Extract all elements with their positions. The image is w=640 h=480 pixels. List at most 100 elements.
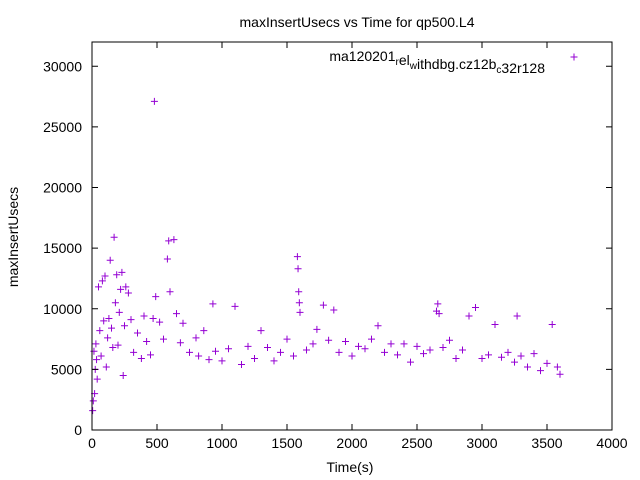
data-point — [548, 321, 556, 329]
data-point — [89, 407, 97, 415]
data-point — [439, 344, 447, 352]
x-tick-label: 4000 — [596, 435, 627, 451]
x-axis-label: Time(s) — [327, 459, 374, 475]
x-tick-label: 500 — [145, 435, 169, 451]
data-point — [115, 308, 123, 316]
data-point — [192, 334, 200, 342]
data-point — [121, 322, 128, 330]
data-point — [348, 352, 356, 360]
data-point — [400, 340, 408, 348]
data-point — [556, 370, 564, 378]
axes: 0 500 1000 1500 2000 2500 3000 3500 4000 0 5000 100… — [43, 41, 628, 451]
data-point — [149, 314, 157, 322]
data-point — [452, 354, 460, 362]
data-point — [97, 352, 105, 360]
data-point — [498, 353, 505, 361]
data-point — [100, 317, 108, 325]
data-point — [465, 312, 473, 320]
data-point — [407, 358, 414, 366]
data-point — [238, 361, 245, 369]
data-point — [313, 325, 321, 333]
data-point — [277, 348, 284, 356]
data-point — [446, 336, 453, 344]
data-point — [413, 342, 421, 350]
data-point — [491, 321, 499, 329]
data-point — [89, 397, 97, 405]
data-point — [92, 340, 100, 348]
data-point — [140, 312, 148, 320]
data-point — [108, 324, 115, 332]
data-point — [319, 301, 327, 309]
data-point — [218, 357, 226, 365]
data-point — [511, 358, 518, 366]
y-tick-label: 30000 — [43, 58, 82, 74]
data-point — [173, 310, 180, 318]
data-point — [295, 299, 303, 307]
data-point — [394, 351, 401, 359]
data-point — [426, 346, 434, 354]
data-point — [290, 352, 297, 360]
data-point — [212, 347, 219, 355]
data-point — [156, 318, 164, 326]
data-point — [195, 352, 203, 360]
data-point — [98, 277, 106, 285]
data-point — [124, 289, 132, 297]
data-point — [283, 335, 291, 343]
data-point — [553, 363, 561, 371]
data-point — [381, 348, 388, 356]
data-point — [420, 350, 427, 358]
y-tick-label: 0 — [74, 422, 82, 438]
data-point — [119, 371, 127, 379]
data-point — [186, 348, 193, 356]
data-point — [166, 288, 174, 296]
data-point — [104, 334, 112, 342]
x-tick-label: 1000 — [206, 435, 237, 451]
y-tick-label: 5000 — [51, 361, 82, 377]
data-point — [435, 310, 443, 318]
y-tick-label: 20000 — [43, 180, 82, 196]
data-point — [251, 354, 258, 362]
data-point — [170, 236, 178, 244]
data-point — [537, 367, 544, 375]
data-point — [110, 233, 118, 241]
data-point — [303, 346, 310, 354]
data-point — [205, 356, 213, 364]
data-point — [152, 293, 160, 301]
data-point — [325, 336, 333, 344]
data-point — [106, 256, 114, 264]
data-point — [143, 337, 151, 345]
data-point — [122, 283, 130, 291]
data-point — [93, 375, 101, 383]
x-tick-label: 0 — [88, 435, 96, 451]
data-point — [342, 337, 349, 345]
x-tick-label: 1500 — [271, 435, 302, 451]
data-point — [244, 342, 252, 350]
data-point — [209, 300, 217, 308]
data-point — [118, 268, 126, 276]
data-point — [355, 342, 362, 350]
y-tick-label: 15000 — [43, 240, 82, 256]
data-point — [101, 272, 109, 280]
data-point — [111, 299, 119, 307]
data-point — [114, 341, 122, 349]
data-point — [225, 345, 232, 353]
legend-marker — [570, 53, 578, 61]
data-point — [543, 359, 551, 367]
data-point — [176, 339, 184, 347]
data-point — [335, 348, 343, 356]
data-point — [485, 351, 492, 359]
plot-area — [89, 97, 564, 415]
data-point — [387, 340, 395, 348]
data-point — [95, 283, 102, 291]
data-point — [130, 348, 138, 356]
x-tick-label: 2500 — [401, 435, 432, 451]
data-point — [361, 345, 369, 353]
data-point — [163, 255, 171, 263]
data-point — [472, 304, 479, 312]
y-tick-label: 25000 — [43, 119, 82, 135]
data-point — [434, 300, 442, 308]
data-point — [134, 329, 141, 337]
data-point — [517, 352, 525, 360]
data-point — [200, 327, 208, 335]
